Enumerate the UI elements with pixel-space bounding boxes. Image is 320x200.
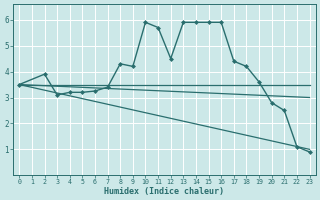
X-axis label: Humidex (Indice chaleur): Humidex (Indice chaleur) — [104, 187, 224, 196]
